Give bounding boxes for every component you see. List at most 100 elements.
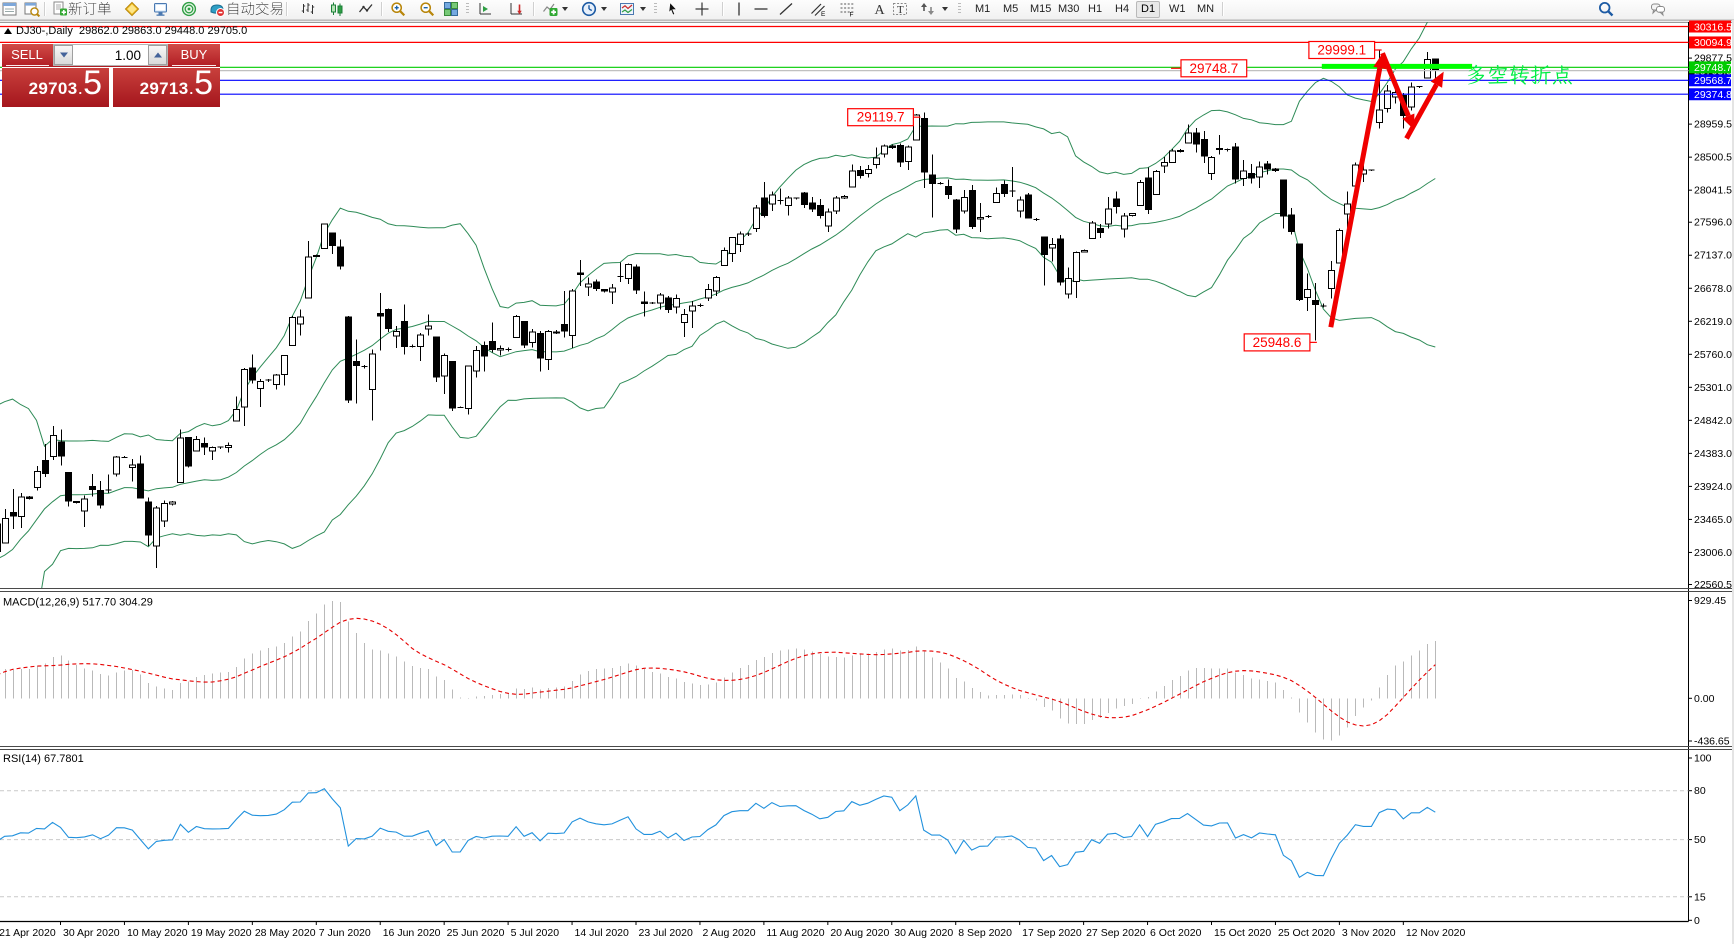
search-icon[interactable] xyxy=(1598,1,1614,17)
metaeditor-icon[interactable] xyxy=(124,1,140,17)
new-order-label[interactable] xyxy=(68,1,112,16)
date-tick-label: 12 Nov 2020 xyxy=(1406,927,1466,939)
date-tick-label: 19 May 2020 xyxy=(191,927,252,939)
volume-increase-button[interactable] xyxy=(148,45,167,65)
channel-icon[interactable]: E xyxy=(810,1,826,17)
toolbar-separator xyxy=(286,2,287,16)
line-chart-icon[interactable] xyxy=(358,1,374,17)
tile-windows-icon[interactable] xyxy=(443,1,459,17)
new-order-icon[interactable] xyxy=(52,1,68,17)
buy-price-display[interactable]: 29713.5 xyxy=(113,64,220,107)
date-tick-label: 6 Oct 2020 xyxy=(1150,927,1202,939)
note-text xyxy=(1467,64,1572,85)
date-tick-label: 14 Jul 2020 xyxy=(575,927,629,939)
toolbar-grip xyxy=(466,3,469,15)
sell-button[interactable]: SELL xyxy=(11,47,43,62)
timeframe-mn-button[interactable]: MN xyxy=(1197,3,1215,15)
date-tick-label: 20 Aug 2020 xyxy=(830,927,889,939)
macd-tick-label: 0.00 xyxy=(1694,693,1715,705)
candlestick-chart-icon[interactable] xyxy=(329,1,345,17)
triangle-down-icon xyxy=(59,52,68,58)
price-tick-label: 25301.0 xyxy=(1694,382,1732,394)
chat-icon[interactable] xyxy=(1650,1,1666,17)
timeframes-icon[interactable] xyxy=(581,1,597,17)
date-tick-label: 2 Aug 2020 xyxy=(702,927,755,939)
volume-spinner xyxy=(53,44,168,66)
date-tick-label: 15 Oct 2020 xyxy=(1214,927,1271,939)
timeframe-h4-button[interactable]: H4 xyxy=(1115,3,1130,15)
templates-dropdown-icon[interactable] xyxy=(640,7,646,11)
price-annotation[interactable]: 29119.7 xyxy=(847,108,921,127)
rsi-line xyxy=(0,788,1436,879)
price-annotation[interactable]: 25948.6 xyxy=(1243,333,1317,352)
textbox-tool-icon[interactable]: T xyxy=(892,1,908,17)
bollinger-bl xyxy=(41,213,1436,588)
svg-text:T: T xyxy=(897,4,904,16)
zoom-out-icon[interactable] xyxy=(419,1,435,17)
time-axis[interactable]: 21 Apr 2020 30 Apr 2020 10 May 2020 19 May … xyxy=(0,920,1689,940)
indicators-dropdown-icon[interactable] xyxy=(562,7,568,11)
templates-icon[interactable] xyxy=(619,1,635,17)
text-tool-icon[interactable]: A xyxy=(871,1,887,17)
autotrading-label[interactable] xyxy=(226,1,284,16)
trend-arrow[interactable] xyxy=(1404,71,1444,140)
price-tick-label: 28041.5 xyxy=(1694,185,1732,197)
annotation-text: 29999.1 xyxy=(1317,43,1366,58)
price-axis[interactable]: 29877.528959.528500.528041.527596.027137… xyxy=(1688,22,1733,922)
svg-text:30316.5: 30316.5 xyxy=(1694,21,1732,33)
trendline-icon[interactable] xyxy=(778,1,794,17)
horizontal-line-icon[interactable] xyxy=(753,1,769,17)
data-window-icon[interactable] xyxy=(24,1,40,17)
timeframes-dropdown-icon[interactable] xyxy=(601,7,607,11)
timeframe-m5-button[interactable]: M5 xyxy=(1003,3,1019,15)
timeframe-w1-button[interactable]: W1 xyxy=(1169,3,1186,15)
arrows-dropdown-icon[interactable] xyxy=(942,7,948,11)
price-annotation[interactable]: 29999.1 xyxy=(1308,40,1382,60)
macd-tick-label: 929.45 xyxy=(1694,595,1726,607)
vertical-line-icon[interactable] xyxy=(731,1,747,17)
toolbar-separator xyxy=(1222,2,1223,16)
bollinger-bands xyxy=(0,22,1436,588)
date-tick-label: 25 Jun 2020 xyxy=(447,927,505,939)
timeframe-m1-button[interactable]: M1 xyxy=(975,3,991,15)
chart-autoscroll-icon[interactable] xyxy=(508,1,524,17)
navigator-icon[interactable] xyxy=(181,1,197,17)
toolbar-separator xyxy=(44,2,45,16)
timeframe-h1-button[interactable]: H1 xyxy=(1088,3,1103,15)
rsi-tick-label: 15 xyxy=(1694,891,1706,903)
cursor-icon[interactable] xyxy=(665,1,681,17)
timeframe-m30-button[interactable]: M30 xyxy=(1058,3,1080,15)
candles xyxy=(0,49,1439,568)
toolbar-separator xyxy=(533,2,534,16)
collapse-panel-icon[interactable] xyxy=(4,28,12,34)
market-watch-icon[interactable] xyxy=(2,1,18,17)
price-tick-label: 24383.0 xyxy=(1694,448,1732,460)
date-tick-label: 10 May 2020 xyxy=(127,927,188,939)
buy-button[interactable]: BUY xyxy=(180,47,208,62)
rsi-panel: RSI(14) 67.7801 100 80 50 15 0 xyxy=(0,753,1712,927)
horizontal-lines[interactable] xyxy=(0,25,1689,95)
volume-input[interactable] xyxy=(73,45,148,65)
zoom-in-icon[interactable] xyxy=(390,1,406,17)
date-tick-label: 5 Jul 2020 xyxy=(511,927,560,939)
chart-shift-icon[interactable] xyxy=(477,1,493,17)
chart-canvas[interactable]: 29877.528959.528500.528041.527596.027137… xyxy=(0,20,1734,944)
annotation-text: 25948.6 xyxy=(1253,335,1302,350)
timeframe-m15-button[interactable]: M15 xyxy=(1030,3,1052,15)
volume-decrease-button[interactable] xyxy=(54,45,73,65)
autotrading-icon[interactable] xyxy=(209,1,225,17)
svg-text:E: E xyxy=(821,11,826,17)
rsi-label: RSI(14) 67.7801 xyxy=(3,753,84,765)
terminal-icon[interactable] xyxy=(153,1,169,17)
arrows-tool-icon[interactable] xyxy=(920,1,936,17)
timeframe-d1-button[interactable]: D1 xyxy=(1136,1,1161,18)
bar-chart-icon[interactable] xyxy=(300,1,316,17)
date-tick-label: 11 Aug 2020 xyxy=(766,927,824,939)
price-annotation[interactable]: 29748.7 xyxy=(1171,59,1248,78)
rsi-tick-label: 50 xyxy=(1694,834,1706,846)
price-tick-label: 28500.5 xyxy=(1694,152,1732,164)
sell-price-display[interactable]: 29703.5 xyxy=(2,64,109,107)
fibonacci-icon[interactable]: F xyxy=(839,1,855,17)
crosshair-icon[interactable] xyxy=(694,1,710,17)
indicators-icon[interactable] xyxy=(542,1,558,17)
